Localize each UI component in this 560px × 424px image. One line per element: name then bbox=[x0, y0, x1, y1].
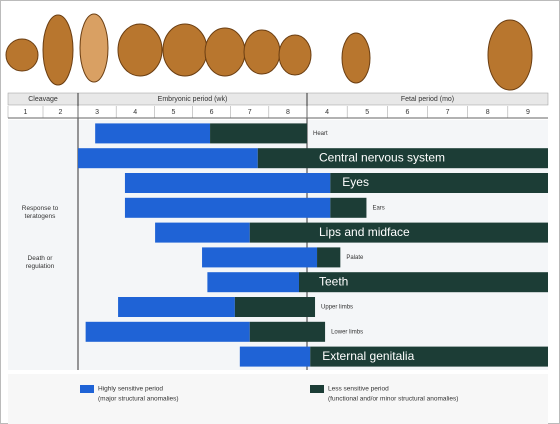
legend-description: (major structural anomalies) bbox=[98, 396, 179, 403]
bar bbox=[85, 321, 250, 342]
bar bbox=[310, 346, 548, 367]
legend-swatch bbox=[310, 385, 324, 393]
bar bbox=[95, 123, 211, 144]
bar bbox=[207, 272, 299, 293]
bar bbox=[155, 222, 250, 243]
category-label: Lips and midface bbox=[319, 225, 410, 239]
legend-box bbox=[8, 374, 548, 424]
category-label: Central nervous system bbox=[319, 150, 445, 164]
x-tick-label: 4 bbox=[325, 109, 329, 116]
x-tick-label: 8 bbox=[486, 109, 490, 116]
x-tick-label: 6 bbox=[405, 109, 409, 116]
period-label: Embryonic period (wk) bbox=[158, 96, 228, 103]
period-label: Fetal period (mo) bbox=[401, 96, 454, 103]
x-tick-label: 5 bbox=[171, 109, 175, 116]
legend-description: (functional and/or minor structural anom… bbox=[328, 396, 458, 403]
bar bbox=[330, 173, 548, 193]
x-tick-label: 6 bbox=[210, 109, 214, 116]
side-label: Death or regulation bbox=[26, 255, 55, 270]
x-tick-label: 7 bbox=[446, 109, 450, 116]
side-label: Response to teratogens bbox=[22, 205, 59, 220]
x-tick-label: 1 bbox=[24, 109, 28, 116]
period-label: Cleavage bbox=[28, 96, 58, 103]
legend-swatch bbox=[80, 385, 94, 393]
category-label: External genitalia bbox=[322, 349, 414, 363]
x-tick-label: 9 bbox=[526, 109, 530, 116]
x-tick-label: 2 bbox=[59, 109, 63, 116]
bar bbox=[210, 123, 307, 144]
legend-label: Less sensitive period bbox=[328, 386, 389, 393]
bar bbox=[202, 247, 318, 268]
x-tick-label: 4 bbox=[133, 109, 137, 116]
bar bbox=[249, 222, 548, 243]
bar bbox=[118, 297, 235, 317]
bar bbox=[249, 321, 326, 342]
bar bbox=[124, 173, 331, 193]
x-tick-label: 8 bbox=[286, 109, 290, 116]
bar bbox=[78, 148, 258, 169]
legend-label: Highly sensitive period bbox=[98, 386, 163, 393]
category-label: Heart bbox=[313, 131, 328, 137]
bar bbox=[124, 197, 331, 218]
bar bbox=[239, 346, 311, 367]
bar bbox=[298, 272, 548, 293]
category-label: Eyes bbox=[342, 175, 369, 189]
x-tick-label: 7 bbox=[248, 109, 252, 116]
bar bbox=[257, 148, 548, 169]
category-label: Lower limbs bbox=[331, 329, 363, 335]
category-label: Teeth bbox=[319, 274, 348, 288]
category-label: Palate bbox=[346, 255, 364, 261]
category-label: Ears bbox=[372, 205, 384, 211]
bar bbox=[330, 197, 367, 218]
bar bbox=[234, 297, 316, 317]
category-label: Upper limbs bbox=[321, 305, 353, 311]
bar bbox=[317, 247, 341, 268]
x-tick-label: 5 bbox=[365, 109, 369, 116]
embryo-illustrations bbox=[5, 13, 533, 91]
x-tick-label: 3 bbox=[95, 109, 99, 116]
